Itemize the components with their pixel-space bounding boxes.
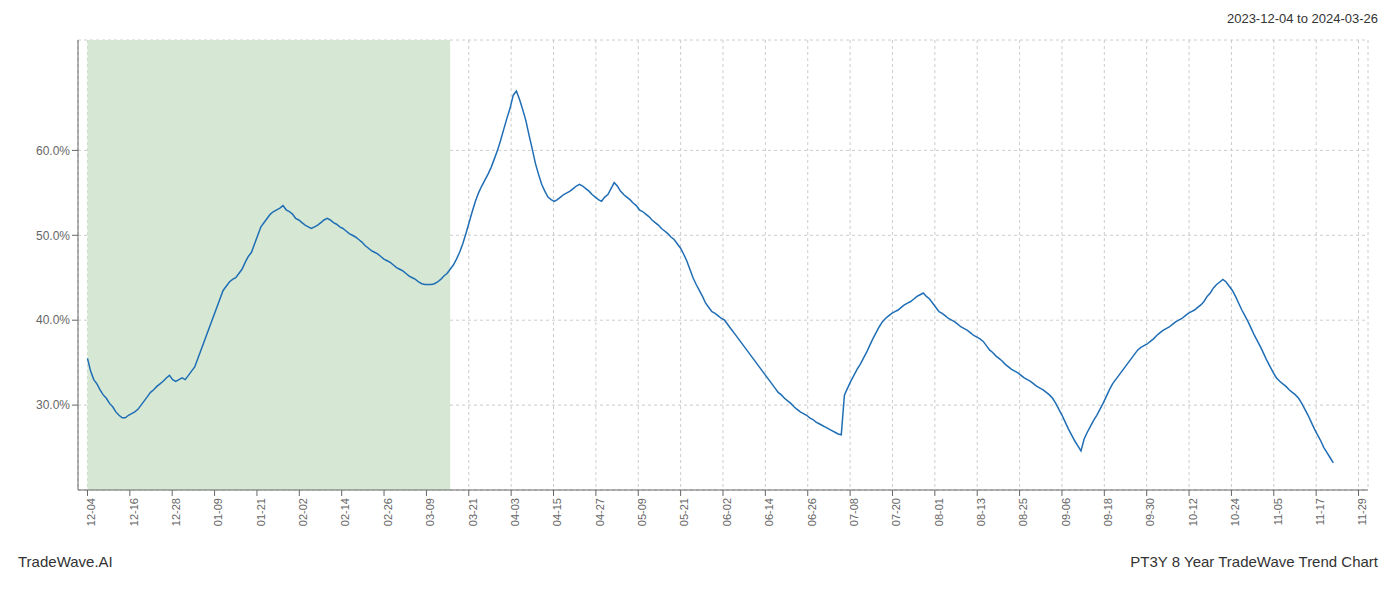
svg-text:01-09: 01-09: [212, 498, 224, 526]
svg-text:12-28: 12-28: [170, 498, 182, 526]
svg-text:11-05: 11-05: [1272, 498, 1284, 525]
svg-text:10-24: 10-24: [1229, 498, 1241, 526]
svg-text:10-12: 10-12: [1187, 498, 1199, 526]
svg-text:12-04: 12-04: [85, 498, 97, 526]
svg-text:09-30: 09-30: [1145, 498, 1157, 526]
html-text:PT3Y 8 Year TradeWave Trend Ch: PT3Y 8 Year TradeWave Trend Chart: [1130, 553, 1378, 570]
html-text:2023-12-04 to 2024-03-26: 2023-12-04 to 2024-03-26: [1226, 11, 1378, 26]
svg-text:60.0%: 60.0%: [36, 144, 70, 158]
svg-text:02-02: 02-02: [297, 498, 309, 526]
svg-text:04-03: 04-03: [509, 498, 521, 526]
svg-text:12-16: 12-16: [128, 498, 140, 526]
svg-text:07-20: 07-20: [890, 498, 902, 526]
svg-text:50.0%: 50.0%: [36, 229, 70, 243]
svg-text:05-09: 05-09: [636, 498, 648, 526]
svg-text:05-21: 05-21: [678, 498, 690, 526]
svg-text:01-21: 01-21: [255, 498, 267, 526]
svg-text:06-14: 06-14: [763, 498, 775, 526]
svg-text:02-26: 02-26: [382, 498, 394, 526]
svg-text:11-17: 11-17: [1314, 498, 1326, 525]
svg-text:11-29: 11-29: [1356, 498, 1368, 525]
svg-text:04-15: 04-15: [551, 498, 563, 526]
svg-text:09-06: 09-06: [1060, 498, 1072, 526]
svg-text:07-08: 07-08: [848, 498, 860, 526]
svg-text:08-01: 08-01: [933, 498, 945, 526]
svg-text:40.0%: 40.0%: [36, 313, 70, 327]
html-text:TradeWave.AI: TradeWave.AI: [18, 553, 113, 570]
svg-text:08-25: 08-25: [1017, 498, 1029, 526]
svg-text:02-14: 02-14: [339, 498, 351, 526]
svg-text:03-21: 03-21: [467, 498, 479, 526]
svg-text:06-02: 06-02: [721, 498, 733, 526]
svg-text:04-27: 04-27: [594, 498, 606, 526]
svg-text:08-13: 08-13: [975, 498, 987, 526]
svg-text:03-09: 03-09: [424, 498, 436, 526]
svg-text:06-26: 06-26: [806, 498, 818, 526]
svg-text:30.0%: 30.0%: [36, 398, 70, 412]
svg-text:09-18: 09-18: [1102, 498, 1114, 526]
